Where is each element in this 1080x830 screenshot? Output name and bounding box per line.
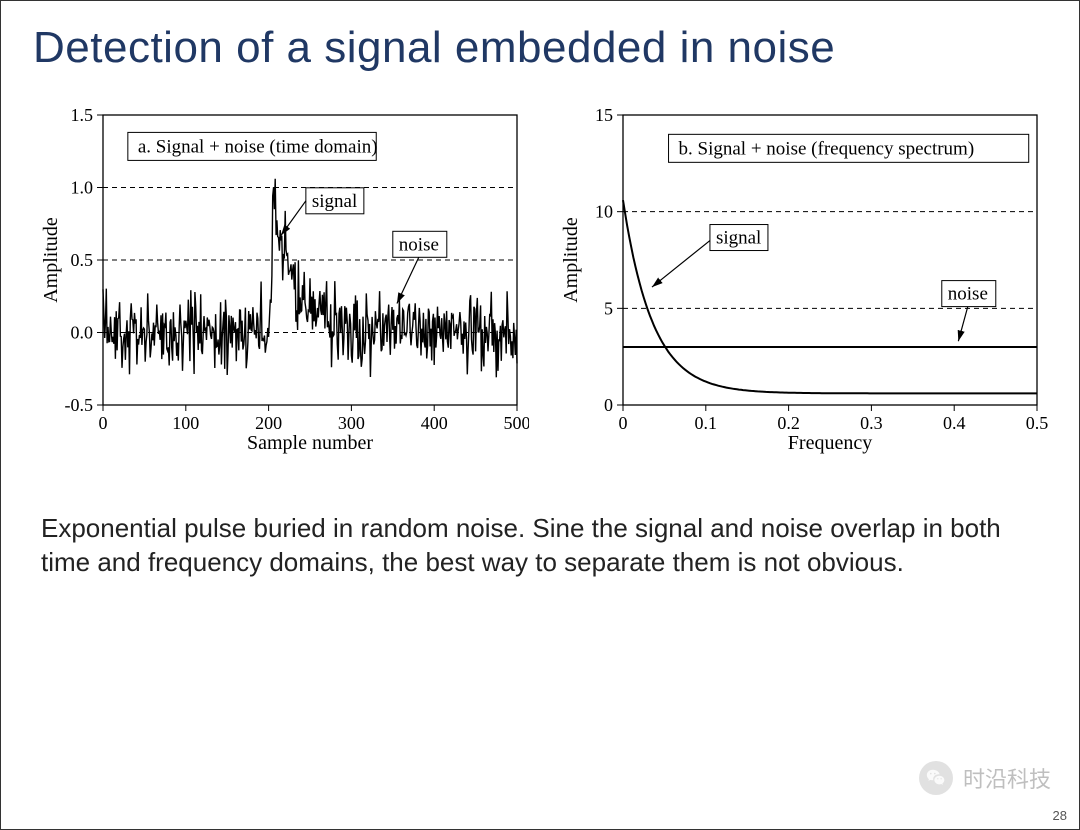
svg-text:1.0: 1.0 [71, 178, 94, 198]
svg-text:0.0: 0.0 [71, 323, 94, 343]
svg-text:0: 0 [619, 413, 628, 433]
svg-text:100: 100 [172, 413, 199, 433]
svg-text:0.4: 0.4 [943, 413, 966, 433]
svg-text:Sample number: Sample number [247, 432, 373, 454]
chart-b-container: 0 0.1 0.2 0.3 0.4 0.5 0 5 10 15 Frequency Amplitude… [559, 101, 1049, 466]
svg-text:signal: signal [716, 228, 761, 249]
svg-text:a. Signal + noise (time domai: a. Signal + noise (time domain) [138, 136, 378, 157]
chart-a-container: 0 100 200 300 400 500 -0.5 0.0 0.5 1.0 1.5 Sample n… [39, 101, 529, 466]
watermark-text: 时沿科技 [963, 762, 1051, 794]
svg-text:Amplitude: Amplitude [40, 217, 62, 303]
watermark: 时沿科技 [919, 761, 1051, 795]
svg-text:15: 15 [595, 105, 613, 125]
charts-row: 0100200300400500-0.50.00.51.01.5Sample n… [33, 101, 1047, 466]
svg-text:5: 5 [604, 298, 613, 318]
svg-text:0.5: 0.5 [71, 250, 94, 270]
svg-text:Frequency: Frequency [788, 432, 872, 454]
svg-text:0.5: 0.5 [1026, 413, 1049, 433]
slide-title: Detection of a signal embedded in noise [33, 23, 1047, 73]
svg-text:200: 200 [255, 413, 282, 433]
svg-text:b. Signal + noise (frequency: b. Signal + noise (frequency spectrum) [679, 138, 975, 159]
slide-caption: Exponential pulse buried in random noise… [33, 512, 1013, 580]
svg-text:signal: signal [312, 191, 357, 212]
chart-b: 0 0.1 0.2 0.3 0.4 0.5 0 5 10 15 Frequency Amplitude… [559, 101, 1049, 461]
svg-text:400: 400 [421, 413, 448, 433]
svg-text:0.3: 0.3 [860, 413, 883, 433]
svg-text:500: 500 [504, 413, 530, 433]
svg-text:noise: noise [948, 284, 988, 305]
svg-text:Amplitude: Amplitude [560, 217, 582, 303]
svg-text:300: 300 [338, 413, 365, 433]
wechat-icon [919, 761, 953, 795]
svg-text:0: 0 [604, 395, 613, 415]
svg-text:1.5: 1.5 [71, 105, 94, 125]
page-number: 28 [1053, 808, 1067, 823]
svg-text:0: 0 [99, 413, 108, 433]
chart-a: 0 100 200 300 400 500 -0.5 0.0 0.5 1.0 1.5 Sample n… [39, 101, 529, 461]
svg-text:0.2: 0.2 [777, 413, 800, 433]
svg-text:noise: noise [399, 234, 439, 255]
svg-text:10: 10 [595, 202, 613, 222]
svg-text:0.1: 0.1 [695, 413, 718, 433]
slide: Detection of a signal embedded in noise … [0, 0, 1080, 830]
svg-text:-0.5: -0.5 [65, 395, 94, 415]
